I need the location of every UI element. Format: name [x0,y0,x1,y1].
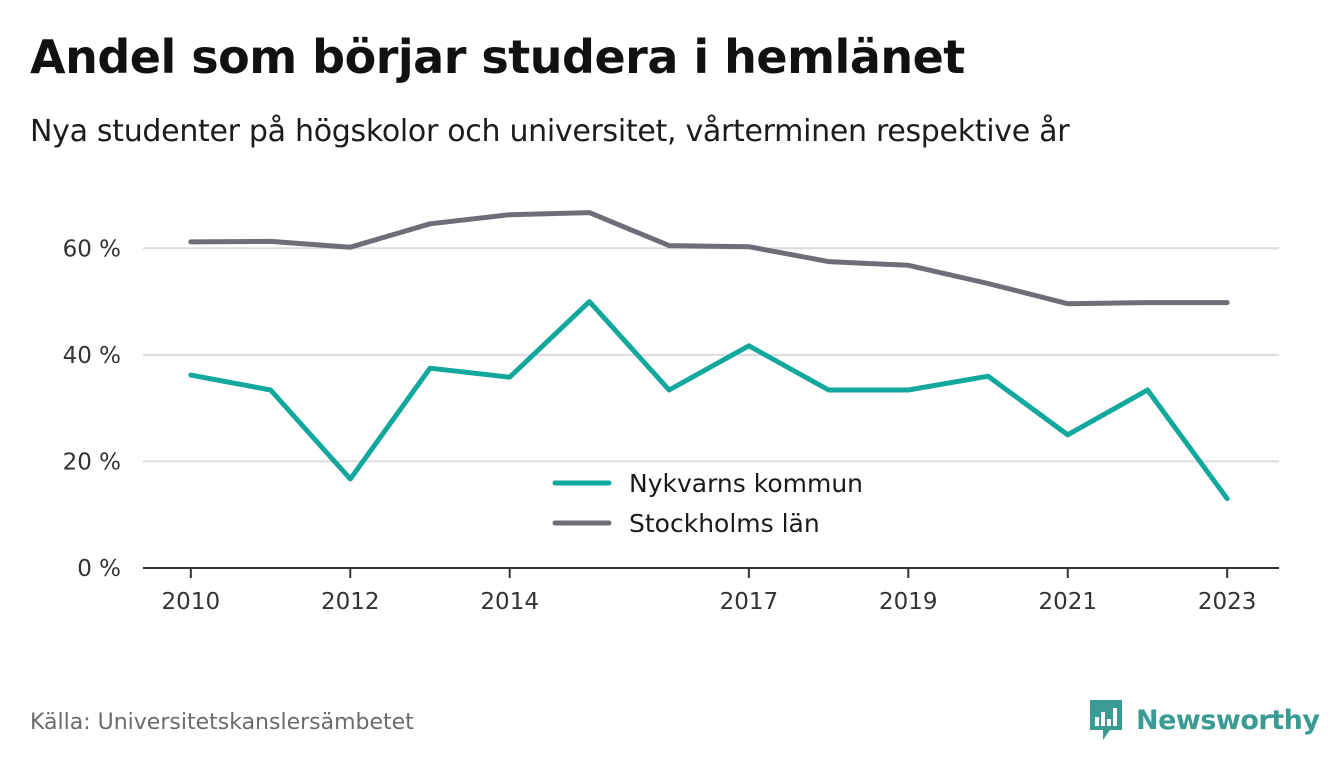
grid-lines [143,247,1279,463]
source-note: Källa: Universitetskanslersämbetet [30,710,414,735]
legend-label: Stockholms län [629,509,820,538]
legend: Nykvarns kommun Stockholms län [543,463,879,551]
chart-subtitle: Nya studenter på högskolor och universit… [30,114,1070,149]
y-tick-label: 20 % [63,449,121,475]
x-tick-label: 2019 [879,589,938,615]
chart-title: Andel som börjar studera i hemlänet [30,30,965,84]
series-line [188,210,1230,307]
x-tick-label: 2021 [1038,589,1097,615]
legend-label: Nykvarns kommun [629,469,863,498]
legend-background [543,463,879,551]
x-tick-label: 2017 [720,589,779,615]
data-series [188,210,1230,502]
y-axis-labels: 0 % 20 % 40 % 60 % [63,236,121,582]
y-tick-label: 40 % [63,343,121,369]
brand-name: Newsworthy [1136,704,1320,736]
x-tick-label: 2014 [480,589,539,615]
brand-logo[interactable]: Newsworthy [1088,698,1320,742]
x-axis [143,567,1279,578]
x-tick-label: 2023 [1198,589,1257,615]
line-chart: 0 % 20 % 40 % 60 % 2010 2012 2014 2017 2019 2021… [63,210,1279,615]
y-tick-label: 60 % [63,236,121,262]
x-tick-label: 2012 [321,589,380,615]
x-axis-labels: 2010 2012 2014 2017 2019 2021 2023 [162,589,1257,615]
x-tick-label: 2010 [162,589,221,615]
y-tick-label: 0 % [77,556,121,582]
series-line [188,299,1230,502]
newsworthy-chart-icon [1090,700,1122,740]
